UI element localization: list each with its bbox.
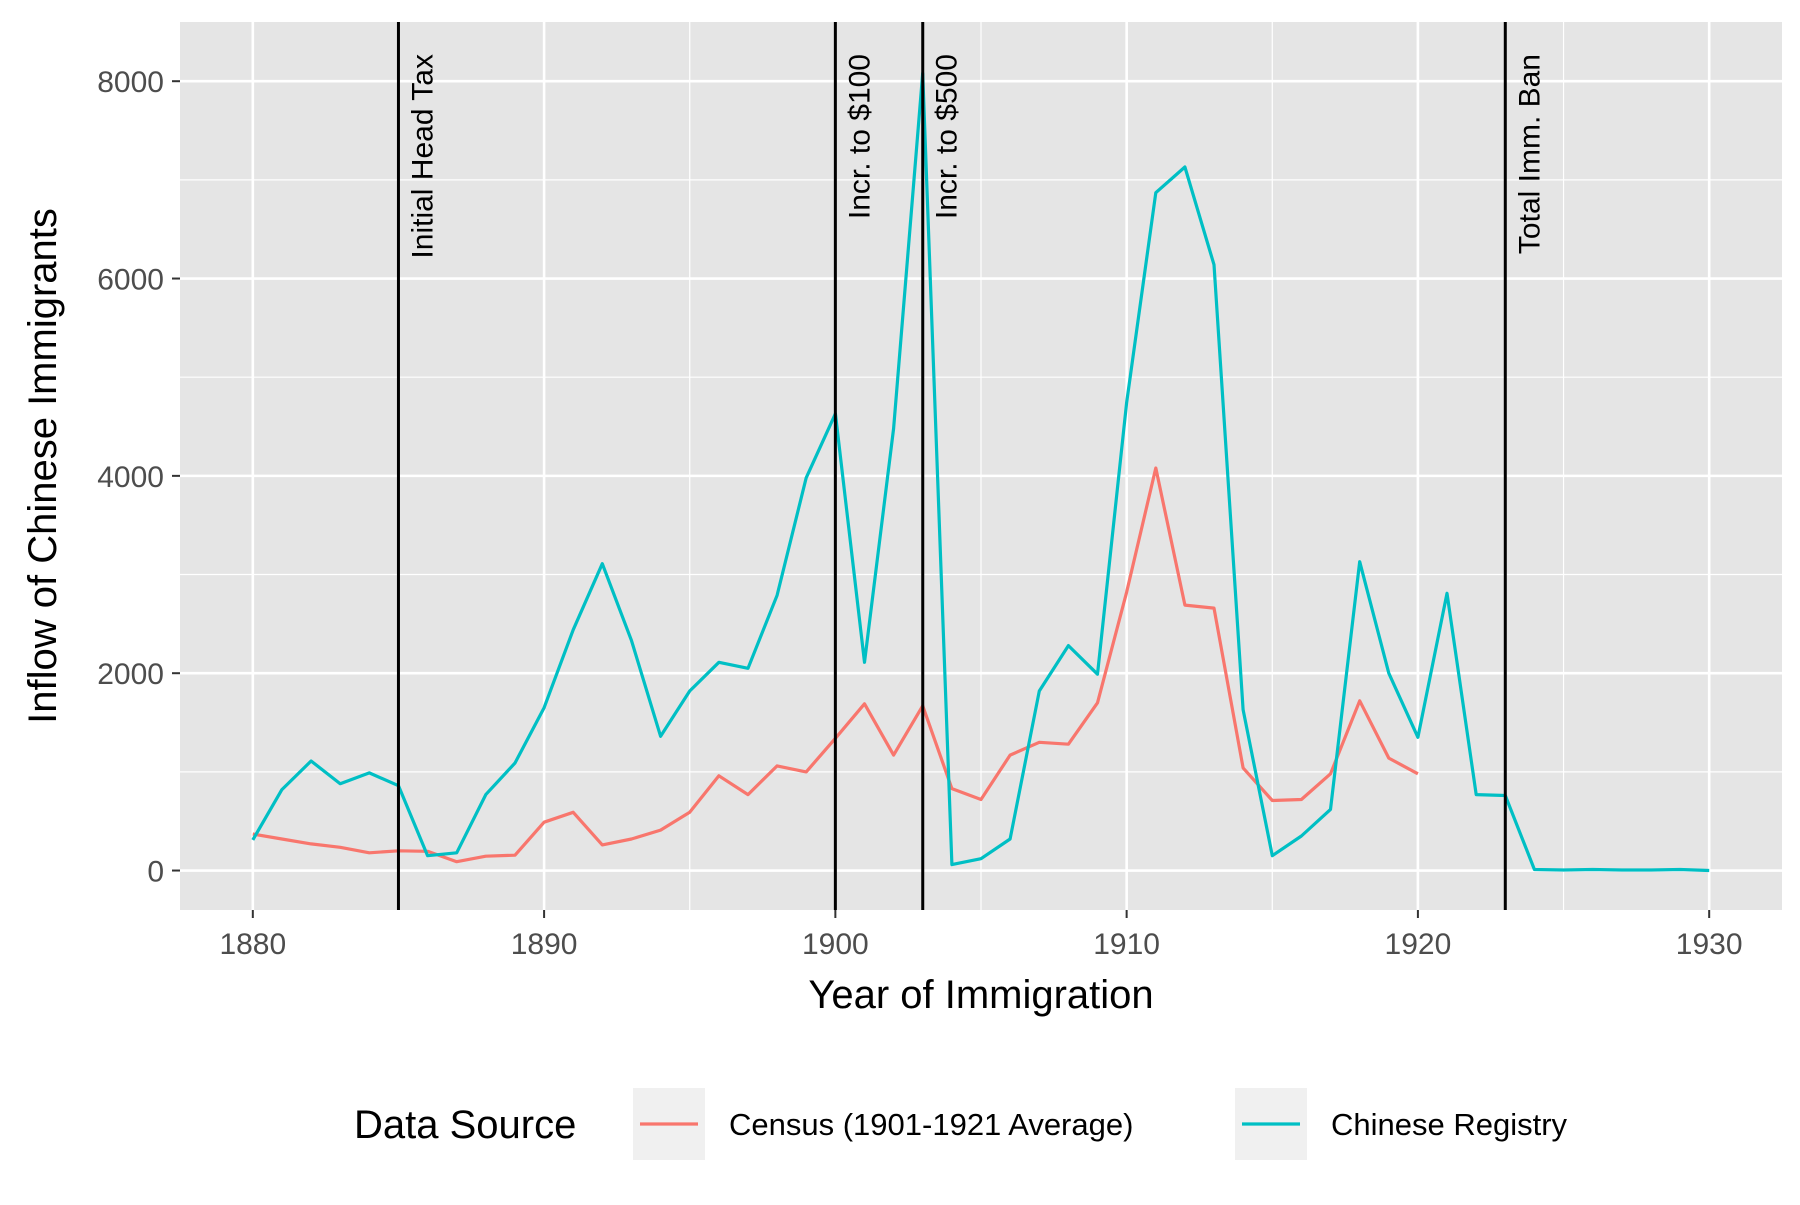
y-tick-label: 8000 <box>97 66 164 99</box>
policy-label: Incr. to $500 <box>931 54 964 219</box>
x-tick-label: 1890 <box>511 928 578 961</box>
legend: Data Source Census (1901-1921 Average) Ch… <box>354 1088 1568 1160</box>
y-tick-label: 2000 <box>97 658 164 691</box>
series-line-1 <box>251 71 1710 873</box>
x-tick-label: 1900 <box>802 928 869 961</box>
y-tick-label: 6000 <box>97 264 164 297</box>
legend-title: Data Source <box>354 1103 576 1147</box>
x-tick-label: 1880 <box>219 928 286 961</box>
policy-label: Total Imm. Ban <box>1513 54 1546 254</box>
y-tick-label: 4000 <box>97 461 164 494</box>
policy-annotations: Initial Head Tax Incr. to $100 Incr. to $5… <box>396 22 1546 910</box>
legend-entries: Census (1901-1921 Average) Chinese Regist… <box>633 1088 1568 1160</box>
x-tick-label: 1910 <box>1093 928 1160 961</box>
legend-entry-label: Census (1901-1921 Average) <box>729 1107 1133 1142</box>
x-tick-label: 1930 <box>1676 928 1743 961</box>
y-tick-label: 0 <box>147 856 164 889</box>
x-axis: 1880 1890 1900 1910 1920 1930 <box>219 910 1743 961</box>
y-axis: 0 2000 4000 6000 8000 <box>97 66 180 889</box>
x-tick-label: 1920 <box>1385 928 1452 961</box>
major-gridlines <box>180 22 1782 910</box>
x-axis-title: Year of Immigration <box>808 973 1153 1017</box>
policy-label: Initial Head Tax <box>406 54 439 259</box>
minor-gridlines <box>180 22 1782 910</box>
y-axis-title: Inflow of Chinese Immigrants <box>21 208 65 724</box>
legend-entry-label: Chinese Registry <box>1331 1107 1568 1142</box>
policy-label: Incr. to $100 <box>843 54 876 219</box>
